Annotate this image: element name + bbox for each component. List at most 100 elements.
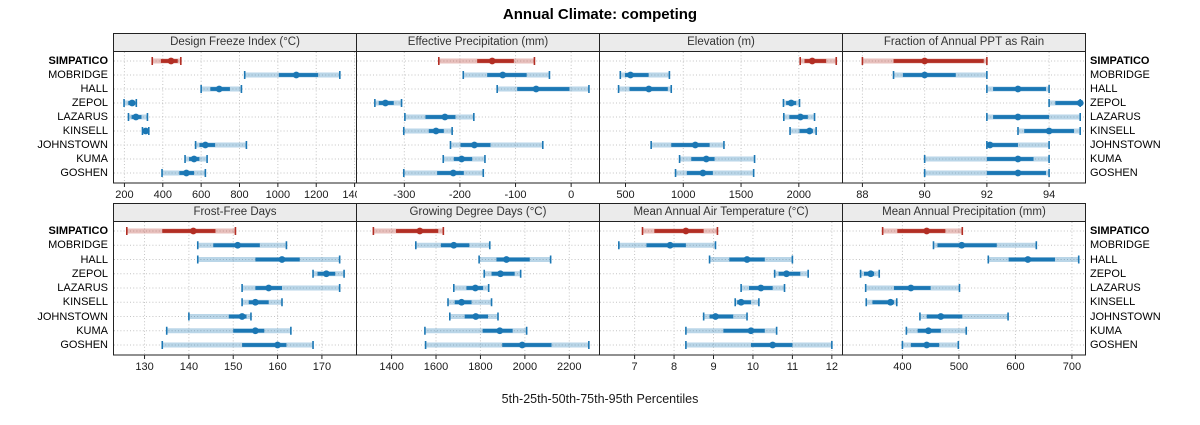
tick-label: 1800	[468, 361, 492, 373]
tick-label: 200	[115, 189, 133, 201]
tick-label: 92	[981, 189, 993, 201]
station-label-left-zepol: ZEPOL	[71, 97, 108, 109]
percentile-row-goshen	[424, 341, 590, 349]
percentile-row-lazarus	[404, 113, 475, 121]
percentile-row-goshen	[161, 341, 314, 349]
percentile-caption: 5th-25th-50th-75th-95th Percentiles	[501, 392, 699, 406]
station-label-left-hall: HALL	[80, 253, 108, 266]
station-label-left-goshen: GOSHEN	[60, 339, 108, 351]
station-label-right-lazarus: LAZARUS	[1090, 282, 1141, 294]
percentile-row-lazarus	[241, 284, 341, 292]
station-label-left-lazarus: LAZARUS	[57, 282, 108, 294]
percentile-row-kuma	[685, 326, 778, 335]
percentile-row-simpatico	[437, 57, 536, 65]
panel-plot-frost-free-days: 130 140 150 160 170	[113, 221, 357, 373]
tick-label: 9	[710, 361, 716, 373]
tick-label: 2000	[513, 361, 537, 373]
panel-title-frost-free-days: Frost-Free Days	[113, 203, 357, 221]
percentile-row-lazarus	[740, 284, 786, 292]
percentile-row-lazarus	[783, 113, 816, 121]
panel-frost-free-days: Frost-Free Days 130 140 150 160 170	[113, 203, 357, 377]
station-label-left-mobridge: MOBRIDGE	[48, 239, 108, 252]
station-label-left-kuma: KUMA	[76, 324, 108, 337]
station-label-left-mobridge: MOBRIDGE	[48, 69, 108, 81]
panel-title-design-freeze-index-c: Design Freeze Index (°C)	[113, 33, 357, 51]
panel-elevation-m: Elevation (m) 500 1000 1500 2000	[599, 33, 843, 205]
percentile-row-zepol	[773, 269, 809, 278]
percentile-row-kuma	[678, 155, 756, 163]
percentile-row-mobridge	[243, 71, 341, 79]
station-label-left-kinsell: KINSELL	[62, 125, 108, 137]
percentile-row-hall	[196, 255, 341, 264]
tick-label: 150	[224, 361, 242, 373]
percentile-row-johnstown	[449, 141, 544, 149]
percentile-row-hall	[987, 255, 1080, 264]
percentile-row-johnstown	[194, 141, 248, 149]
percentile-row-goshen	[685, 341, 833, 349]
percentile-row-mobridge	[462, 71, 551, 79]
station-label-left-simpatico: SIMPATICO	[48, 55, 108, 67]
panel-plot-growing-degree-days-c: 1400 1600 1800 2000 2200	[356, 221, 600, 373]
percentile-row-simpatico	[372, 227, 445, 235]
panel-plot-effective-precipitation-mm: -300 -200 -100 0	[356, 51, 600, 201]
tick-label: 130	[135, 361, 153, 373]
tick-label: 7	[632, 361, 638, 373]
panel-title-effective-precipitation-mm: Effective Precipitation (mm)	[356, 33, 600, 51]
panel-plot-mean-annual-precipitation-mm: 400 500 600 700	[842, 221, 1086, 373]
percentile-row-mobridge	[618, 241, 717, 250]
percentile-row-mobridge	[196, 241, 288, 250]
percentile-row-goshen	[901, 341, 960, 349]
station-label-left-johnstown: JOHNSTOWN	[37, 139, 108, 151]
percentile-row-kuma	[184, 155, 208, 163]
tick-label: 170	[313, 361, 331, 373]
panel-plot-elevation-m: 500 1000 1500 2000	[599, 51, 843, 201]
station-label-left-lazarus: LAZARUS	[57, 111, 108, 123]
tick-label: 12	[826, 361, 838, 373]
station-label-right-goshen: GOSHEN	[1090, 167, 1138, 179]
percentile-row-kuma	[923, 155, 1050, 163]
station-label-left-johnstown: JOHNSTOWN	[37, 310, 108, 323]
station-label-left-simpatico: SIMPATICO	[48, 225, 108, 237]
percentile-row-lazarus	[986, 113, 1082, 121]
panel-mean-annual-air-temperature-c: Mean Annual Air Temperature (°C) 7 8 9 10 11 1…	[599, 203, 843, 377]
tick-label: 1600	[424, 361, 448, 373]
percentile-row-hall	[200, 85, 243, 93]
percentile-row-kuma	[442, 155, 486, 163]
tick-label: 1400	[342, 189, 357, 201]
tick-label: 2200	[557, 361, 581, 373]
percentile-row-johnstown	[986, 141, 1050, 149]
percentile-row-johnstown	[650, 141, 725, 149]
tick-label: 1400	[379, 361, 403, 373]
tick-label: -100	[505, 189, 527, 201]
percentile-row-hall	[617, 85, 673, 93]
station-label-right-kinsell: KINSELL	[1090, 296, 1136, 309]
station-label-right-mobridge: MOBRIDGE	[1090, 239, 1150, 252]
percentile-row-kinsell	[447, 298, 493, 307]
panel-design-freeze-index-c: Design Freeze Index (°C) 200 400 600 800 1000…	[113, 33, 357, 205]
tick-label: 160	[268, 361, 286, 373]
percentile-row-zepol	[123, 99, 138, 107]
percentile-row-simpatico	[641, 227, 719, 235]
panel-plot-fraction-of-annual-ppt-as-rain: 88 90 92 94	[842, 51, 1086, 201]
tick-label: -200	[449, 189, 471, 201]
tick-label: 600	[1006, 361, 1024, 373]
percentile-row-zepol	[1048, 99, 1084, 107]
percentile-row-mobridge	[892, 71, 988, 79]
percentile-row-zepol	[859, 269, 881, 278]
tick-label: 90	[919, 189, 931, 201]
percentile-row-zepol	[782, 99, 801, 107]
tick-label: 8	[671, 361, 677, 373]
station-label-left-kinsell: KINSELL	[62, 296, 108, 309]
tick-label: 0	[568, 189, 574, 201]
tick-label: 140	[180, 361, 198, 373]
percentile-row-lazarus	[452, 284, 490, 292]
station-label-right-simpatico: SIMPATICO	[1090, 55, 1150, 67]
percentile-row-kinsell	[141, 127, 150, 135]
panel-title-fraction-of-annual-ppt-as-rain: Fraction of Annual PPT as Rain	[842, 33, 1086, 51]
panel-title-mean-annual-air-temperature-c: Mean Annual Air Temperature (°C)	[599, 203, 843, 221]
panel-plot-mean-annual-air-temperature-c: 7 8 9 10 11 12	[599, 221, 843, 373]
percentile-row-johnstown	[702, 312, 748, 321]
percentile-row-kinsell	[734, 298, 760, 307]
station-label-right-simpatico: SIMPATICO	[1090, 225, 1150, 237]
percentile-row-hall	[708, 255, 794, 264]
